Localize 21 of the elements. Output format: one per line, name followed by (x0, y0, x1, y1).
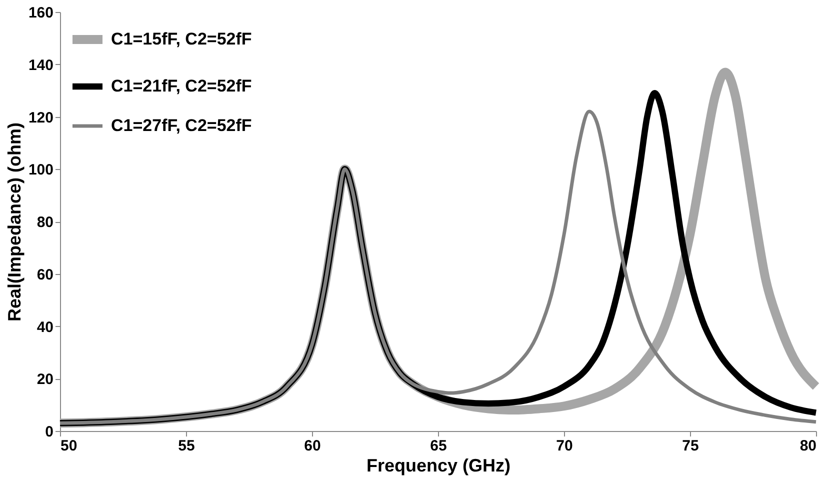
legend-label: C1=21fF, C2=52fF (111, 76, 252, 96)
y-tick-label: 60 (36, 266, 54, 284)
y-tick-label: 20 (36, 371, 54, 388)
x-tick-label: 50 (60, 438, 78, 454)
y-tick-label: 140 (28, 56, 54, 74)
y-tick-label: 80 (36, 214, 54, 231)
x-tick-label: 65 (430, 438, 447, 454)
x-tick-label: 80 (800, 438, 816, 454)
y-tick-label: 160 (28, 4, 54, 22)
legend-label: C1=15fF, C2=52fF (111, 30, 252, 48)
x-tick-label: 60 (304, 438, 321, 454)
x-tick-label: 75 (682, 438, 699, 454)
y-tick-label: 120 (28, 109, 54, 126)
y-tick-label: 0 (45, 424, 54, 440)
x-axis-title: Frequency (GHz) (366, 456, 511, 476)
y-tick-label: 100 (28, 162, 54, 179)
x-tick-label: 55 (178, 438, 195, 454)
legend-label: C1=27fF, C2=52fF (111, 116, 252, 135)
y-tick-label: 40 (36, 318, 54, 336)
x-tick-label: 70 (556, 438, 573, 454)
y-axis-title: Real(Impedance) (ohm) (4, 122, 24, 322)
